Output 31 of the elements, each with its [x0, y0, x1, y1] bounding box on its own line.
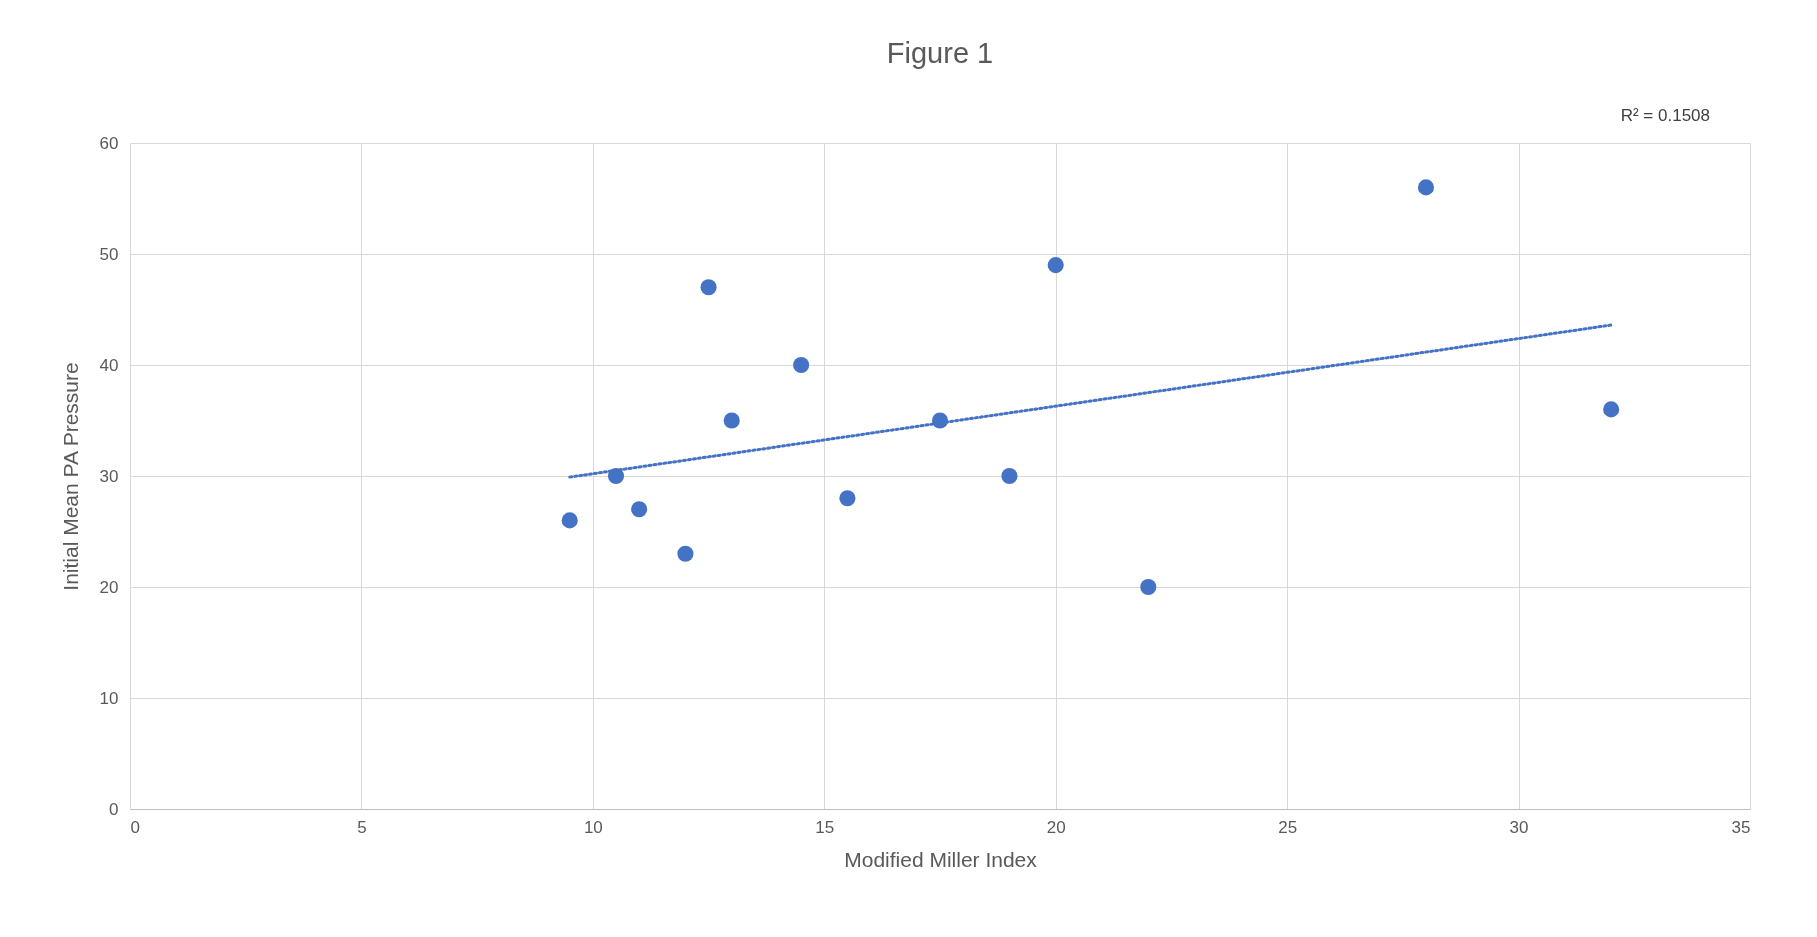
point: [677, 545, 694, 562]
point: [723, 412, 740, 429]
chart-title: Figure 1: [886, 37, 994, 69]
y-tick-label: 0: [109, 799, 119, 819]
y-tick-label: 40: [99, 355, 119, 375]
point: [700, 279, 717, 296]
point: [1047, 257, 1064, 274]
text: R² = 0.1508: [1620, 106, 1710, 125]
x-tick-label: 25: [1278, 817, 1298, 837]
x-tick-label: 0: [130, 817, 140, 837]
point: [1417, 179, 1435, 196]
point: [1603, 401, 1620, 418]
point: [631, 501, 648, 518]
x-tick-label: 20: [1046, 817, 1066, 837]
x-tick-label: 15: [815, 817, 835, 837]
point: [1140, 578, 1157, 596]
y-tick-label: 20: [99, 577, 119, 597]
x-tick-label: 35: [1731, 817, 1751, 837]
y-tick-label: 50: [99, 244, 119, 264]
point: [561, 512, 578, 529]
x-tick-label: 10: [583, 817, 603, 837]
y-axis-title: Initial Mean PA Pressure: [58, 362, 82, 591]
point: [1001, 467, 1018, 485]
x-axis-title: Modified Miller Index: [844, 847, 1038, 871]
y-tick-label: 10: [99, 688, 119, 708]
x-tick-label: 5: [357, 817, 367, 837]
y-tick-label: 30: [99, 466, 119, 486]
point: [793, 356, 810, 374]
y-tick-label: 60: [99, 133, 119, 153]
x-tick-label: 30: [1509, 817, 1529, 837]
point: [839, 490, 856, 507]
